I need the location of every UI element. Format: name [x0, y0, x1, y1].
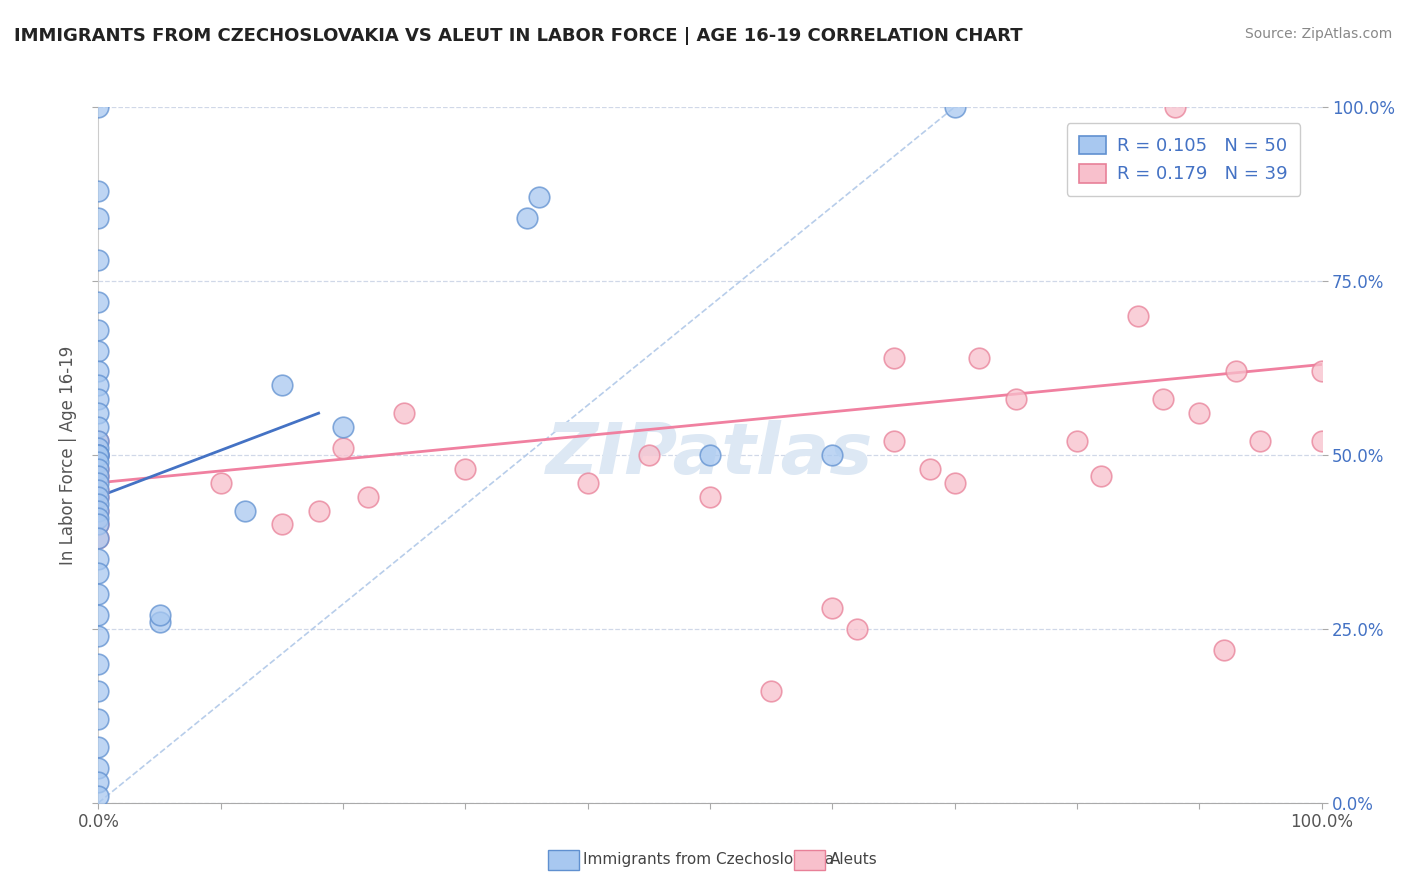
Point [1164, 100, 1187, 114]
Point [1310, 364, 1333, 378]
Point [87, 684, 110, 698]
Point [943, 100, 966, 114]
Point [87, 483, 110, 497]
Point [87, 364, 110, 378]
Point [527, 190, 550, 204]
Point [87, 510, 110, 524]
Point [87, 406, 110, 420]
Point [87, 775, 110, 789]
Point [87, 497, 110, 511]
Point [87, 378, 110, 392]
Point [87, 789, 110, 803]
Point [87, 490, 110, 504]
Point [87, 448, 110, 462]
Point [308, 503, 330, 517]
Point [270, 378, 294, 392]
Point [87, 211, 110, 226]
Point [699, 490, 721, 504]
Point [233, 503, 256, 517]
Point [87, 468, 110, 483]
Text: IMMIGRANTS FROM CZECHOSLOVAKIA VS ALEUT IN LABOR FORCE | AGE 16-19 CORRELATION C: IMMIGRANTS FROM CZECHOSLOVAKIA VS ALEUT … [14, 27, 1022, 45]
Point [87, 343, 110, 358]
Point [149, 615, 172, 629]
Point [761, 684, 783, 698]
Point [87, 503, 110, 517]
Point [87, 657, 110, 671]
Point [576, 475, 599, 490]
Point [1225, 364, 1247, 378]
Point [943, 475, 966, 490]
Point [87, 323, 110, 337]
Point [87, 740, 110, 755]
Point [1212, 642, 1234, 657]
Point [87, 462, 110, 476]
Point [356, 490, 378, 504]
Point [392, 406, 416, 420]
Point [87, 503, 110, 517]
Point [87, 468, 110, 483]
Point [87, 566, 110, 581]
Point [1004, 392, 1026, 407]
Point [87, 761, 110, 775]
Point [332, 420, 354, 434]
Point [87, 532, 110, 546]
Point [1249, 434, 1271, 448]
Point [1188, 406, 1211, 420]
Point [87, 532, 110, 546]
Point [87, 587, 110, 601]
Point [87, 475, 110, 490]
Point [1090, 468, 1112, 483]
Point [87, 517, 110, 532]
Point [454, 462, 477, 476]
Point [515, 211, 537, 226]
Point [87, 490, 110, 504]
Point [87, 441, 110, 455]
Point [87, 462, 110, 476]
Point [209, 475, 232, 490]
Point [87, 434, 110, 448]
Y-axis label: In Labor Force | Age 16-19: In Labor Force | Age 16-19 [59, 345, 77, 565]
Point [87, 607, 110, 622]
Point [1310, 434, 1333, 448]
Point [821, 601, 844, 615]
Point [637, 448, 661, 462]
Point [883, 434, 905, 448]
Text: ZIPatlas: ZIPatlas [547, 420, 873, 490]
Point [87, 294, 110, 309]
Point [87, 448, 110, 462]
Text: Source: ZipAtlas.com: Source: ZipAtlas.com [1244, 27, 1392, 41]
Legend: R = 0.105   N = 50, R = 0.179   N = 39: R = 0.105 N = 50, R = 0.179 N = 39 [1067, 123, 1301, 196]
Point [1066, 434, 1088, 448]
Point [87, 448, 110, 462]
Point [883, 351, 905, 365]
Point [1152, 392, 1174, 407]
Text: Aleuts: Aleuts [830, 853, 877, 867]
Point [87, 552, 110, 566]
Point [332, 441, 354, 455]
Point [87, 517, 110, 532]
Point [270, 517, 294, 532]
Point [87, 434, 110, 448]
Point [87, 455, 110, 469]
Point [920, 462, 942, 476]
Point [87, 483, 110, 497]
Point [87, 420, 110, 434]
Point [87, 184, 110, 198]
Point [967, 351, 990, 365]
Text: Immigrants from Czechoslovakia: Immigrants from Czechoslovakia [583, 853, 835, 867]
Point [845, 622, 868, 636]
Point [87, 392, 110, 407]
Point [149, 607, 172, 622]
Point [1128, 309, 1150, 323]
Point [87, 712, 110, 726]
Point [87, 448, 110, 462]
Point [821, 448, 844, 462]
Point [87, 100, 110, 114]
Point [87, 253, 110, 268]
Point [87, 629, 110, 643]
Point [699, 448, 721, 462]
